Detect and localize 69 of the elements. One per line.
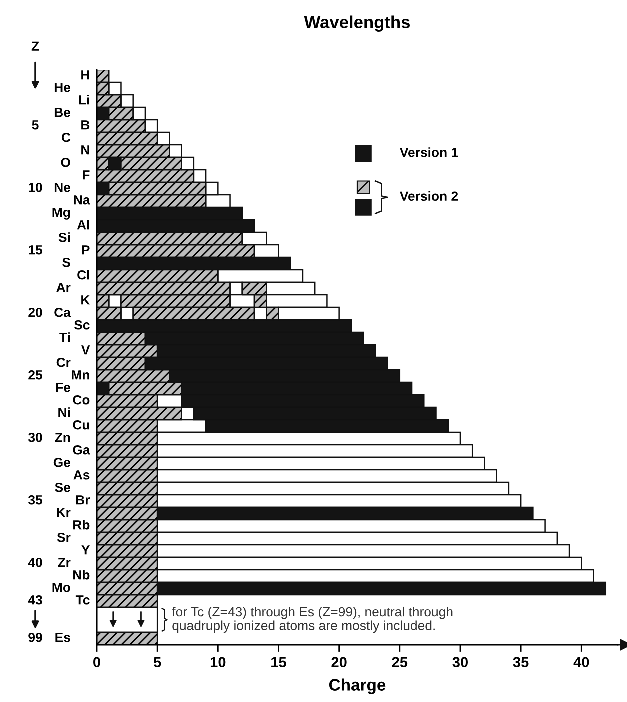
y-axis-title: Z <box>32 42 40 51</box>
y-tick-label: Be <box>54 108 70 118</box>
annotation: Version 2 <box>400 191 458 202</box>
x-tick-label: 40 <box>574 657 590 668</box>
y-tick-label: Co <box>73 395 90 405</box>
x-axis-title: Charge <box>329 678 386 694</box>
text: 25 <box>28 370 42 380</box>
y-tick-label: Al <box>77 220 90 230</box>
y-tick-label: Si <box>58 232 70 242</box>
y-tick-label: H <box>82 70 90 80</box>
y-tick-label: Tc <box>76 596 90 605</box>
x-tick-label: 30 <box>452 657 468 668</box>
y-tick-label: Mo <box>52 583 70 592</box>
y-tick-label: Cl <box>78 270 90 280</box>
y-tick-label: O <box>61 158 70 168</box>
y-tick-label: Se <box>55 482 70 492</box>
y-tick-label: Li <box>79 95 90 105</box>
y-tick-label: C <box>62 132 71 142</box>
y-tick-label: Mg <box>52 208 70 220</box>
y-tick-label: S <box>62 258 70 268</box>
y-tick-label: B <box>82 120 90 130</box>
y-tick-label: Nb <box>74 570 90 580</box>
y-tick-label: Zn <box>55 433 70 442</box>
y-tick-label: Zr <box>58 558 71 568</box>
y-tick-label: Ti <box>60 332 70 342</box>
x-tick-label: 35 <box>513 657 529 668</box>
text: 15 <box>29 246 42 255</box>
x-tick-label: 25 <box>392 657 408 668</box>
y-tick-label: F <box>83 170 90 180</box>
y-tick-label: Cu <box>73 420 90 430</box>
y-tick-label: Ge <box>54 458 70 468</box>
text: 43 <box>28 595 42 605</box>
y-tick-label: Rb <box>74 520 90 530</box>
y-tick-label: He <box>54 83 70 92</box>
x-tick-label: 10 <box>210 657 226 668</box>
y-tick-label: Sc <box>74 320 90 330</box>
x-tick-label: 5 <box>154 657 162 668</box>
y-tick-label: Mn <box>72 370 90 380</box>
y-tick-label: V <box>82 346 90 355</box>
y-tick-label: P <box>82 246 90 255</box>
y-tick-label: Y <box>82 546 90 555</box>
y-tick-label: Kr <box>57 508 71 518</box>
annotation: Version 1 <box>400 148 458 158</box>
y-tick-label: N <box>82 146 90 155</box>
y-tick-label: Ni <box>58 408 70 418</box>
y-tick-label: K <box>82 296 90 305</box>
x-tick-label: 0 <box>94 657 100 668</box>
y-tick-label: Ca <box>54 308 72 318</box>
y-tick-label: Ga <box>73 445 90 455</box>
text: 20 <box>28 308 42 318</box>
y-tick-label: Sr <box>57 532 71 542</box>
text: 35 <box>28 495 42 505</box>
y-tick-label: Ne <box>54 183 70 192</box>
y-tick-label: Cr <box>56 358 71 368</box>
chart-title: Wavelengths <box>304 16 410 32</box>
x-tick-label: 20 <box>332 657 347 668</box>
text: 99 <box>28 632 42 642</box>
y-tick-label: Es <box>56 633 70 642</box>
y-tick-label: Ar <box>56 283 71 292</box>
y-tick-label: Br <box>76 496 90 505</box>
text: 40 <box>28 558 42 568</box>
y-tick-label: Na <box>74 196 90 205</box>
annotation: for Tc (Z=43) through Es (Z=99), neutral through quadruply ionized atoms are mostly included. <box>172 606 453 634</box>
x-tick-label: 15 <box>272 657 286 668</box>
text: 30 <box>28 432 42 442</box>
y-tick-label: As <box>74 470 90 480</box>
text: 5 <box>32 120 39 130</box>
y-tick-label: Fe <box>56 383 70 392</box>
text: 10 <box>29 182 42 192</box>
